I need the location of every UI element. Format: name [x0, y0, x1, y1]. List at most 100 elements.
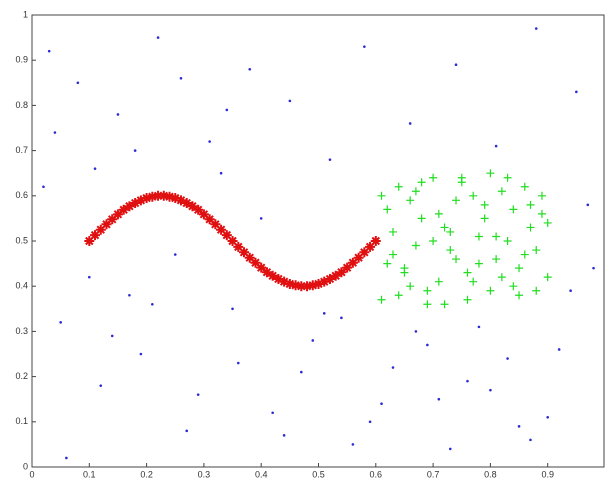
point: [395, 291, 403, 299]
point: [220, 172, 223, 175]
point: [509, 282, 517, 290]
point: [151, 303, 154, 306]
point: [506, 357, 509, 360]
point: [546, 416, 549, 419]
plot-frame: [32, 15, 604, 467]
point: [418, 178, 426, 186]
point: [521, 251, 529, 259]
point: [248, 68, 251, 71]
point: [466, 380, 469, 383]
y-tick-label: 0.6: [15, 190, 28, 200]
point: [486, 287, 494, 295]
x-tick-label: 0.4: [255, 469, 268, 479]
y-tick-label: 0: [23, 461, 28, 471]
point: [469, 192, 477, 200]
y-tick-label: 0.1: [15, 416, 28, 426]
point: [406, 282, 414, 290]
x-tick-label: 0.6: [370, 469, 383, 479]
point: [378, 296, 386, 304]
point: [392, 366, 395, 369]
x-tick-label: 0.2: [140, 469, 153, 479]
point: [54, 131, 57, 134]
point: [558, 348, 561, 351]
point: [587, 204, 590, 207]
point: [509, 205, 517, 213]
point: [323, 312, 326, 315]
point: [423, 287, 431, 295]
y-tick-label: 0.8: [15, 100, 28, 110]
point: [486, 169, 494, 177]
x-tick-label: 0.8: [484, 469, 497, 479]
point: [231, 308, 234, 311]
point: [446, 246, 454, 254]
y-tick-label: 0.5: [15, 235, 28, 245]
point: [383, 205, 391, 213]
point: [469, 278, 477, 286]
point: [271, 411, 274, 414]
x-tick-label: 0.9: [541, 469, 554, 479]
point: [532, 246, 540, 254]
point: [352, 443, 355, 446]
point: [395, 183, 403, 191]
point: [475, 232, 483, 240]
point: [475, 260, 483, 268]
point: [415, 330, 418, 333]
point: [435, 210, 443, 218]
point: [498, 273, 506, 281]
point: [409, 122, 412, 125]
point: [99, 384, 102, 387]
point: [340, 317, 343, 320]
point: [452, 196, 460, 204]
point: [180, 77, 183, 80]
point: [435, 278, 443, 286]
point: [140, 353, 143, 356]
point: [197, 393, 200, 396]
point: [412, 187, 420, 195]
point: [389, 228, 397, 236]
point: [59, 321, 62, 324]
point: [515, 291, 523, 299]
point: [300, 371, 303, 374]
point: [515, 264, 523, 272]
point: [117, 113, 120, 116]
point: [65, 457, 68, 460]
y-tick-label: 0.7: [15, 145, 28, 155]
point: [174, 253, 177, 256]
x-tick-label: 0.5: [312, 469, 325, 479]
point: [429, 174, 437, 182]
point: [441, 223, 449, 231]
y-tick-label: 0.9: [15, 55, 28, 65]
point: [389, 251, 397, 259]
point: [544, 273, 552, 281]
point: [498, 187, 506, 195]
point: [569, 289, 572, 292]
point: [48, 50, 51, 53]
point: [134, 149, 137, 152]
point: [423, 300, 431, 308]
point: [77, 82, 80, 85]
point: [492, 232, 500, 240]
point: [128, 294, 131, 297]
point: [529, 439, 532, 442]
point: [380, 402, 383, 405]
point: [429, 237, 437, 245]
point: [463, 269, 471, 277]
point: [237, 362, 240, 365]
point: [446, 228, 454, 236]
point: [329, 158, 332, 161]
point: [504, 237, 512, 245]
point: [455, 63, 458, 66]
point: [383, 260, 391, 268]
point: [441, 300, 449, 308]
point: [518, 425, 521, 428]
point: [400, 269, 408, 277]
y-tick-label: 0.2: [15, 371, 28, 381]
point: [478, 326, 481, 329]
x-tick-label: 0.7: [427, 469, 440, 479]
point: [538, 210, 546, 218]
point: [369, 421, 372, 424]
y-tick-label: 0.4: [15, 281, 28, 291]
point: [418, 214, 426, 222]
point: [449, 448, 452, 451]
point: [481, 201, 489, 209]
